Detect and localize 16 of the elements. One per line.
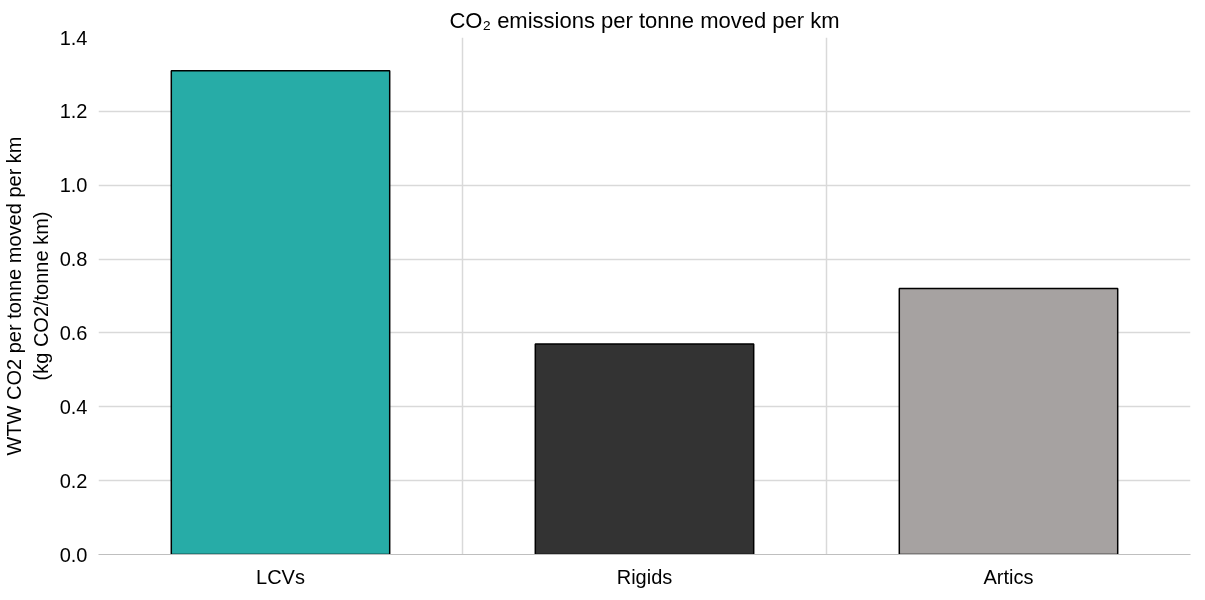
- x-tick-label: Artics: [983, 565, 1034, 588]
- x-tick-label: LCVs: [256, 565, 305, 588]
- y-tick-label: 1.0: [59, 174, 88, 197]
- y-tick-label: 0.4: [59, 395, 88, 418]
- bar: [534, 343, 755, 555]
- chart-title: CO₂ emissions per tonne moved per km: [449, 7, 840, 33]
- y-tick-label: 0.2: [59, 469, 88, 492]
- bar: [898, 287, 1119, 555]
- y-axis-title: WTW CO2 per tonne moved per km (kg CO2/tonne km): [3, 136, 52, 456]
- y-tick-label: 0.0: [59, 543, 88, 566]
- x-tick-label: Rigids: [616, 565, 673, 588]
- y-tick-label: 0.6: [59, 321, 88, 344]
- y-tick-label: 0.8: [59, 248, 88, 271]
- y-tick-label: 1.4: [59, 26, 88, 49]
- bar: [170, 69, 391, 555]
- y-tick-label: 1.2: [59, 100, 88, 123]
